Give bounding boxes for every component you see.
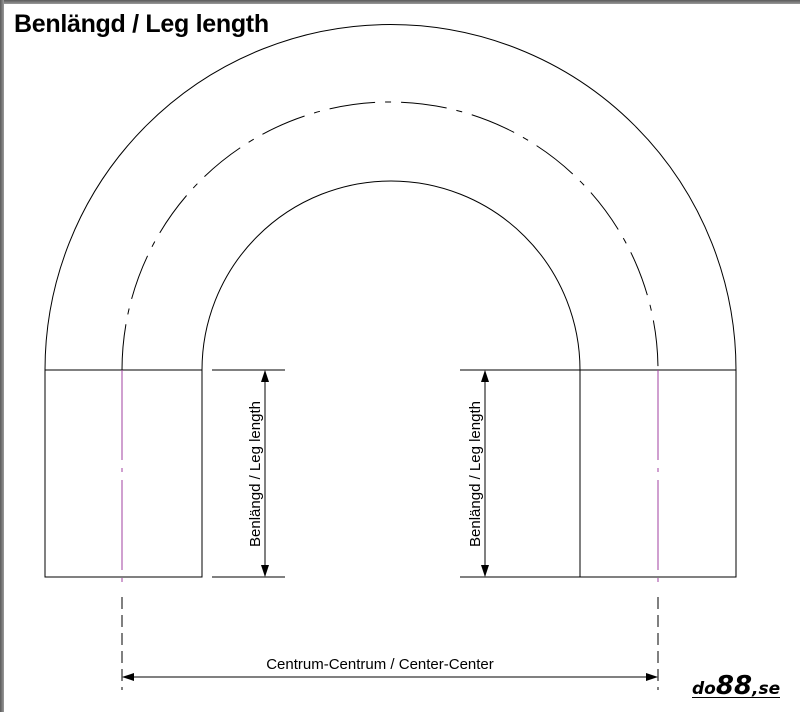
left-leg: [44, 369, 203, 578]
center-center-label: Centrum-Centrum / Center-Center: [266, 656, 494, 673]
leg-length-label-right: Benlängd / Leg length: [467, 401, 484, 547]
frame-border-top: [0, 0, 800, 4]
logo-suffix: ,se: [752, 679, 781, 699]
center-arc-dashed: [121, 101, 659, 371]
outer-arc: [44, 24, 737, 371]
inner-arc: [201, 180, 581, 371]
frame-border-left: [0, 0, 4, 712]
page-title: Benlängd / Leg length: [14, 10, 269, 38]
do88-logo: do88,se: [692, 673, 781, 699]
logo-number: 88: [715, 671, 753, 701]
leg-length-label-left: Benlängd / Leg length: [247, 401, 264, 547]
logo-prefix: do: [692, 679, 716, 699]
